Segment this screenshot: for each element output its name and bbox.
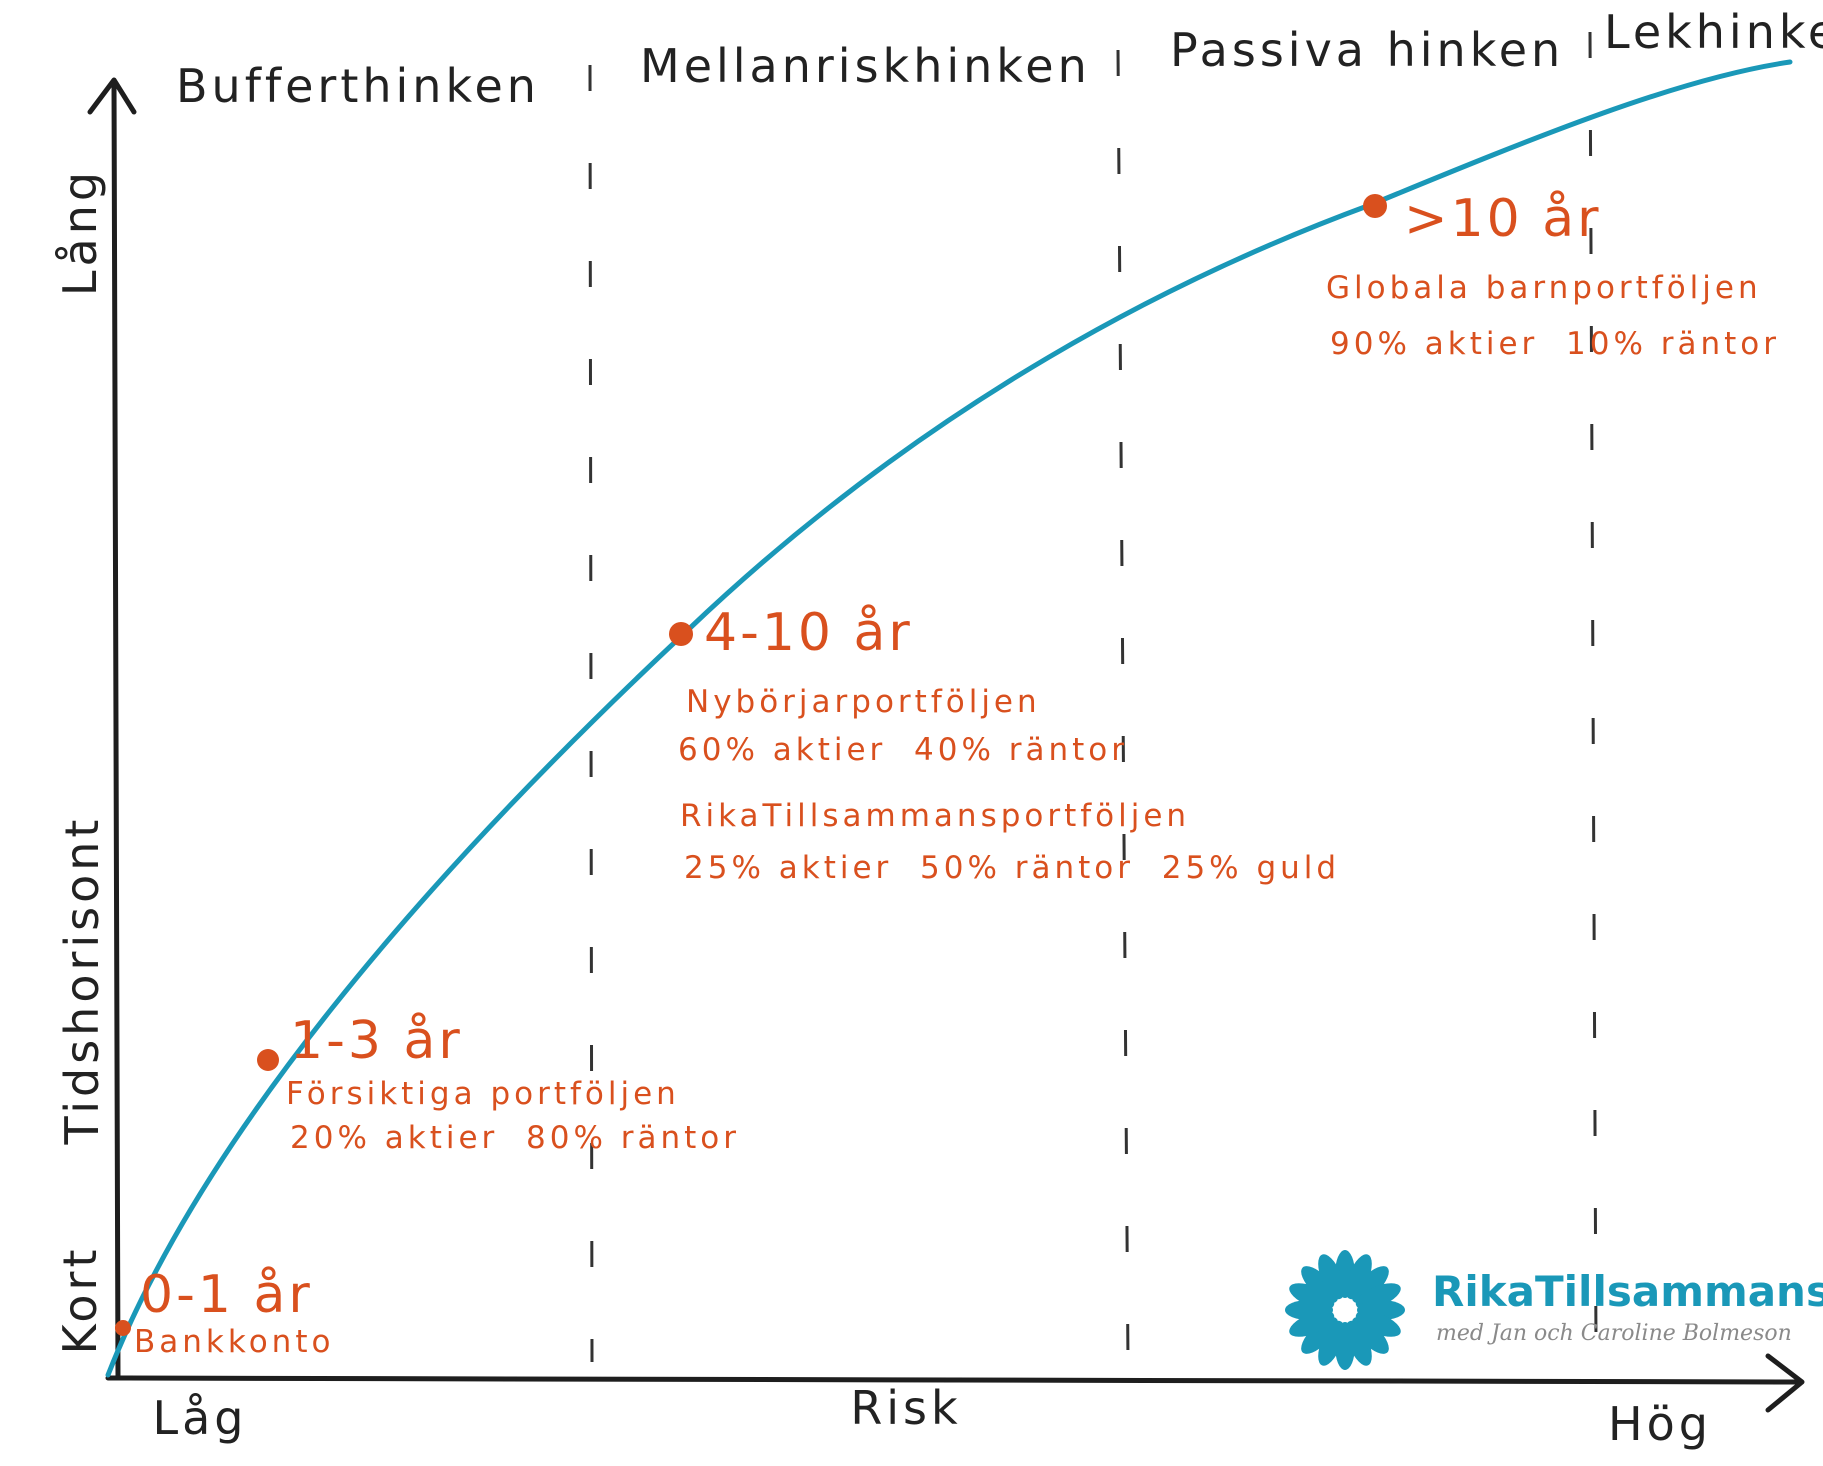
flower-petal	[1345, 1254, 1372, 1300]
milestone-desc-10-plus-line-2: 90% aktier 10% räntor	[1330, 326, 1780, 362]
flower-petal	[1289, 1283, 1335, 1310]
flower-petal	[1352, 1266, 1389, 1303]
brand-logo: RikaTillsammans med Jan och Caroline Bol…	[1285, 1250, 1823, 1370]
milestone-dot-1-3	[257, 1049, 279, 1071]
flower-petal	[1352, 1317, 1389, 1354]
x-axis-line	[105, 1375, 1803, 1385]
milestone-title-0-1: 0-1 år	[140, 1265, 313, 1325]
y-axis-arrowhead	[87, 77, 137, 115]
bucket-label-lek: Lekhinken	[1604, 5, 1823, 59]
flower-petal	[1318, 1254, 1345, 1300]
y-axis-label: Tidshorisont	[55, 816, 109, 1146]
x-axis-high-label: Hög	[1608, 1397, 1712, 1451]
x-axis-label: Risk	[850, 1381, 961, 1435]
flower-logo-icon	[1285, 1250, 1405, 1370]
bucket-divider-3	[1588, 31, 1598, 1346]
y-axis-high-label: Lång	[53, 168, 107, 296]
milestone-desc-10-plus-line-1: Globala barnportföljen	[1326, 270, 1762, 306]
bucket-label-mellanrisk: Mellanriskhinken	[640, 39, 1091, 93]
milestone-desc-1-3-line-1: Försiktiga portföljen	[286, 1076, 680, 1112]
x-axis-low-label: Låg	[152, 1391, 247, 1445]
milestone-dot-10-plus	[1363, 194, 1387, 218]
risk-horizon-curve	[105, 59, 1793, 1378]
bucket-divider-2	[1116, 49, 1130, 1363]
bucket-label-passiva: Passiva hinken	[1170, 23, 1564, 77]
milestone-title-1-3: 1-3 år	[290, 1011, 463, 1071]
flower-petal	[1301, 1266, 1338, 1303]
milestone-desc-4-10-line-2: 60% aktier 40% räntor	[678, 732, 1128, 768]
milestone-desc-1-3-line-2: 20% aktier 80% räntor	[290, 1120, 740, 1156]
milestone-desc-0-1-line-1: Bankkonto	[134, 1324, 334, 1360]
brand-name: RikaTillsammans	[1432, 1267, 1823, 1316]
y-axis-line	[111, 79, 121, 1381]
y-axis-low-label: Kort	[53, 1246, 107, 1355]
milestone-desc-4-10-line-5: 25% aktier 50% räntor 25% guld	[684, 850, 1340, 886]
flower-petal	[1301, 1317, 1338, 1354]
brand-tagline: med Jan och Caroline Bolmeson	[1436, 1321, 1792, 1346]
flower-petal	[1318, 1320, 1345, 1366]
milestone-desc-4-10-line-4: RikaTillsammansportföljen	[680, 798, 1190, 834]
flower-center	[1333, 1298, 1357, 1322]
bucket-label-buffert: Bufferthinken	[176, 59, 540, 113]
milestone-title-4-10: 4-10 år	[704, 603, 913, 663]
milestone-dot-4-10	[669, 622, 693, 646]
x-axis-arrowhead	[1765, 1353, 1805, 1413]
flower-petal	[1355, 1310, 1401, 1337]
milestone-title-10-plus: >10 år	[1404, 189, 1602, 249]
milestone-desc-4-10-line-1: Nybörjarportföljen	[686, 684, 1041, 720]
bucket-divider-1	[588, 64, 594, 1363]
milestone-dot-0-1	[115, 1320, 131, 1336]
